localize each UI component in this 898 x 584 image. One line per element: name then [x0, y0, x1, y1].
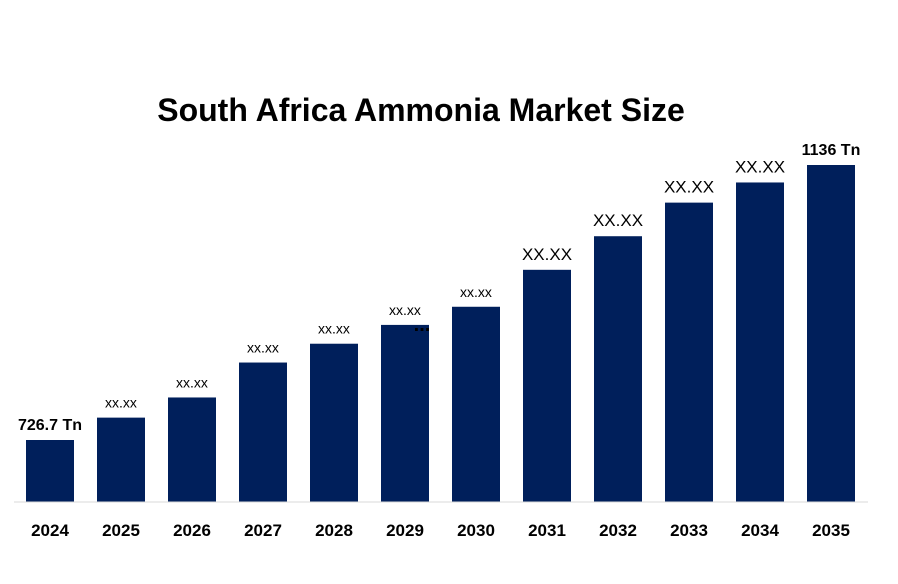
bar-2028: [310, 343, 358, 502]
bar-2025: [97, 417, 145, 502]
x-tick-2024: 2024: [31, 521, 69, 540]
x-tick-2027: 2027: [244, 521, 282, 540]
x-tick-2034: 2034: [741, 521, 779, 540]
data-label-2026: xx.xx: [176, 374, 208, 390]
x-tick-2035: 2035: [812, 521, 850, 540]
data-label-2033: XX.XX: [664, 178, 714, 197]
data-label-2027: xx.xx: [247, 340, 279, 356]
bar-2024: [26, 440, 74, 502]
x-tick-2032: 2032: [599, 521, 637, 540]
data-label-2028: xx.xx: [318, 321, 350, 337]
bar-2034: [736, 182, 784, 502]
data-label-2025: xx.xx: [105, 395, 137, 411]
x-tick-2026: 2026: [173, 521, 211, 540]
bar-2030: [452, 306, 500, 502]
x-axis-ticks: 2024 2025 2026 2027 2028 2029 2030 2031 2032 2033…: [31, 521, 850, 540]
annotation-ellipsis: ...: [414, 314, 431, 336]
bar-2031: [523, 269, 571, 502]
chart-title: South Africa Ammonia Market Size: [157, 92, 685, 128]
data-label-2034: XX.XX: [735, 157, 785, 176]
data-label-2024: 726.7 Tn: [18, 417, 82, 434]
data-label-2030: xx.xx: [460, 284, 492, 300]
bar-2033: [665, 202, 713, 502]
x-tick-2031: 2031: [528, 521, 566, 540]
data-label-2029: xx.xx: [389, 302, 421, 318]
x-tick-2029: 2029: [386, 521, 424, 540]
data-labels-group: 726.7 Tn xx.xx xx.xx xx.xx xx.xx xx.xx xx.xx XX…: [18, 142, 860, 434]
data-label-2031: XX.XX: [522, 245, 572, 264]
x-tick-2025: 2025: [102, 521, 140, 540]
bar-2029: [381, 324, 429, 502]
bar-2026: [168, 397, 216, 502]
bar-2032: [594, 236, 642, 502]
x-tick-2030: 2030: [457, 521, 495, 540]
data-label-2035: 1136 Tn: [802, 142, 861, 159]
x-tick-2028: 2028: [315, 521, 353, 540]
data-label-2032: XX.XX: [593, 211, 643, 230]
x-tick-2033: 2033: [670, 521, 708, 540]
bars-group: [26, 165, 855, 502]
bar-2035: [807, 165, 855, 502]
bar-2027: [239, 362, 287, 502]
